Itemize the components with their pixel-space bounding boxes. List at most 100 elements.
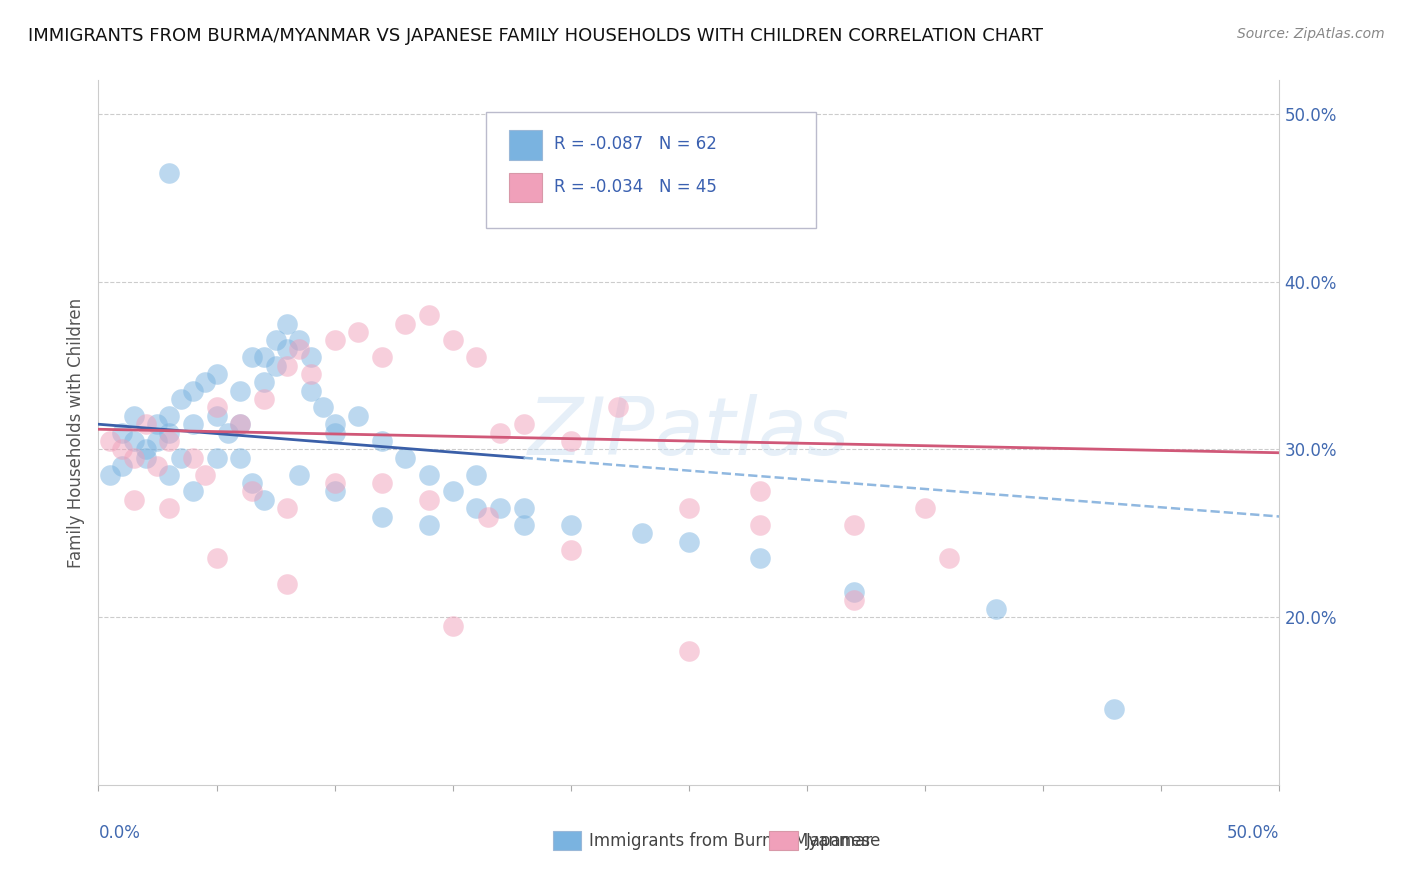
Point: [240, 350, 263, 364]
Point: [157, 467, 180, 482]
Text: IMMIGRANTS FROM BURMA/MYANMAR VS JAPANESE FAMILY HOUSEHOLDS WITH CHILDREN CORREL: IMMIGRANTS FROM BURMA/MYANMAR VS JAPANES…: [28, 27, 1043, 45]
Bar: [509, 130, 543, 160]
Point: [299, 367, 322, 381]
Point: [253, 392, 276, 406]
Point: [288, 467, 311, 482]
Point: [111, 459, 134, 474]
Point: [323, 425, 346, 440]
Point: [122, 409, 145, 423]
Point: [135, 417, 157, 432]
Point: [122, 492, 145, 507]
Point: [146, 459, 169, 474]
Point: [194, 467, 217, 482]
Point: [229, 384, 252, 398]
Bar: [509, 172, 543, 202]
Point: [323, 475, 346, 490]
Point: [253, 492, 276, 507]
Text: R = -0.087   N = 62: R = -0.087 N = 62: [554, 136, 717, 153]
Point: [146, 434, 169, 448]
Point: [98, 434, 121, 448]
Point: [229, 450, 252, 465]
Point: [299, 384, 322, 398]
Point: [630, 526, 652, 541]
Point: [347, 409, 370, 423]
Point: [135, 450, 157, 465]
Point: [181, 384, 204, 398]
Point: [229, 417, 252, 432]
Point: [194, 376, 217, 390]
Point: [157, 501, 180, 516]
Point: [122, 434, 145, 448]
Point: [205, 409, 228, 423]
Point: [111, 425, 134, 440]
Point: [253, 350, 276, 364]
Point: [240, 475, 263, 490]
Point: [229, 417, 252, 432]
Point: [157, 165, 180, 179]
Point: [122, 450, 145, 465]
Bar: [553, 830, 582, 850]
FancyBboxPatch shape: [486, 112, 817, 228]
Point: [678, 644, 700, 658]
Text: Source: ZipAtlas.com: Source: ZipAtlas.com: [1237, 27, 1385, 41]
Point: [264, 334, 287, 348]
Point: [157, 434, 180, 448]
Point: [276, 501, 298, 516]
Point: [418, 467, 440, 482]
Point: [276, 359, 298, 373]
Point: [489, 501, 512, 516]
Point: [205, 367, 228, 381]
Point: [441, 484, 464, 499]
Point: [111, 442, 134, 457]
Point: [418, 308, 440, 322]
Point: [240, 484, 263, 499]
Point: [844, 585, 866, 599]
Point: [276, 342, 298, 356]
Y-axis label: Family Households with Children: Family Households with Children: [66, 298, 84, 567]
Point: [181, 484, 204, 499]
Point: [98, 467, 121, 482]
Text: R = -0.034   N = 45: R = -0.034 N = 45: [554, 178, 717, 195]
Point: [146, 417, 169, 432]
Point: [984, 601, 1007, 615]
Text: Japanese: Japanese: [806, 831, 882, 849]
Point: [371, 475, 394, 490]
Point: [205, 401, 228, 415]
Point: [512, 417, 534, 432]
Point: [1102, 702, 1125, 716]
Text: 0.0%: 0.0%: [98, 823, 141, 842]
Point: [560, 434, 582, 448]
Point: [253, 376, 276, 390]
Point: [312, 401, 335, 415]
Text: ZIPatlas: ZIPatlas: [527, 393, 851, 472]
Point: [678, 534, 700, 549]
Point: [465, 467, 488, 482]
Point: [299, 350, 322, 364]
Point: [512, 501, 534, 516]
Point: [748, 517, 770, 532]
Point: [276, 317, 298, 331]
Point: [748, 551, 770, 566]
Point: [157, 425, 180, 440]
Point: [288, 342, 311, 356]
Point: [347, 325, 370, 339]
Point: [844, 593, 866, 607]
Point: [678, 501, 700, 516]
Point: [394, 317, 416, 331]
Point: [323, 484, 346, 499]
Point: [489, 425, 512, 440]
Point: [441, 334, 464, 348]
Point: [323, 417, 346, 432]
Text: 50.0%: 50.0%: [1227, 823, 1279, 842]
Point: [560, 517, 582, 532]
Point: [465, 501, 488, 516]
Point: [157, 409, 180, 423]
Point: [607, 401, 630, 415]
Point: [441, 618, 464, 632]
Point: [135, 442, 157, 457]
Point: [418, 517, 440, 532]
Point: [477, 509, 499, 524]
Point: [288, 334, 311, 348]
Point: [748, 484, 770, 499]
Point: [394, 450, 416, 465]
